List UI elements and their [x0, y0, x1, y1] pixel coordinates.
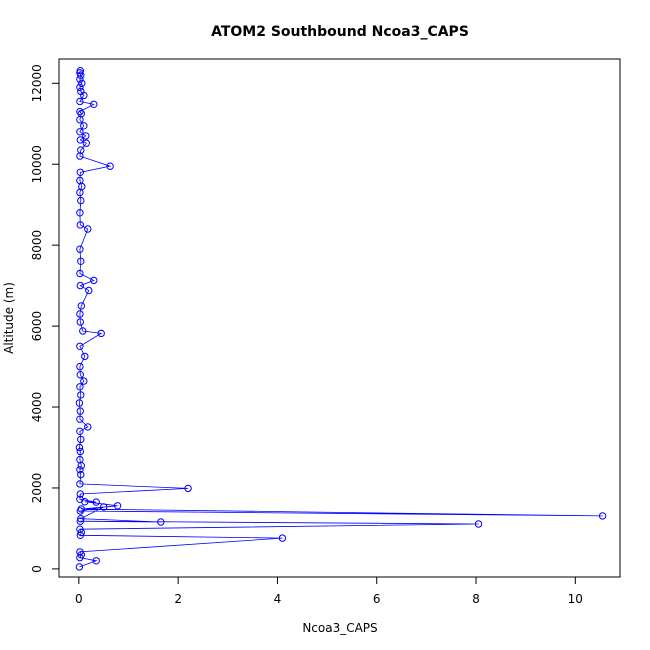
data-point: [106, 162, 114, 170]
y-axis-label: Altitude (m): [2, 282, 16, 354]
data-point: [77, 146, 85, 154]
x-axis-label: Ncoa3_CAPS: [302, 621, 377, 635]
x-tick-label: 6: [373, 592, 381, 606]
data-point: [76, 371, 85, 379]
data-point: [75, 443, 84, 452]
data-point: [79, 327, 87, 335]
data-point: [76, 136, 85, 144]
y-tick-label: 4000: [30, 392, 44, 423]
data-point: [76, 310, 84, 318]
data-point: [97, 329, 105, 338]
data-point: [76, 407, 85, 415]
data-point: [76, 466, 84, 474]
x-tick-label: 4: [274, 592, 282, 606]
data-point: [76, 455, 84, 464]
data-point: [76, 128, 84, 136]
data-point: [76, 548, 84, 556]
data-point: [76, 83, 84, 92]
data-point: [113, 502, 122, 510]
x-tick-label: 2: [174, 592, 182, 606]
y-tick-label: 6000: [30, 311, 44, 342]
data-point: [76, 490, 85, 498]
data-point: [76, 209, 84, 217]
data-point: [76, 269, 84, 278]
data-point: [77, 528, 86, 537]
data-point: [76, 447, 85, 456]
data-point: [77, 109, 86, 118]
data-point: [76, 221, 85, 229]
x-tick-label: 0: [75, 592, 83, 606]
y-tick-label: 10000: [30, 145, 44, 183]
y-axis: 0 2000 4000 6000 8000 10000 12000: [30, 64, 60, 573]
data-point: [77, 470, 85, 479]
data-point: [77, 87, 85, 96]
series-line: [78, 70, 603, 568]
data-point: [77, 196, 85, 205]
x-tick-label: 10: [568, 592, 583, 606]
series-layer: [75, 67, 607, 571]
y-tick-label: 2000: [30, 473, 44, 504]
data-point: [76, 525, 84, 533]
data-point: [76, 97, 84, 106]
data-point: [75, 399, 84, 407]
y-tick-label: 12000: [30, 64, 44, 102]
data-point: [76, 480, 84, 488]
data-point: [76, 107, 84, 116]
data-point: [76, 245, 84, 253]
data-point: [76, 67, 85, 75]
data-point: [77, 391, 85, 399]
data-point: [76, 362, 84, 371]
data-point: [80, 377, 88, 385]
data-point: [81, 352, 89, 361]
data-point: [85, 286, 93, 295]
data-point: [76, 318, 85, 326]
data-point: [90, 276, 98, 285]
data-point: [100, 503, 108, 511]
chart-title: ATOM2 Southbound Ncoa3_CAPS: [211, 24, 469, 40]
data-point: [157, 518, 165, 526]
data-point: [76, 383, 84, 391]
data-point: [77, 505, 86, 513]
data-point: [598, 512, 607, 520]
data-point: [82, 139, 91, 147]
data-point: [80, 122, 88, 130]
data-point: [75, 563, 84, 571]
data-point: [84, 423, 92, 431]
data-point: [76, 427, 84, 435]
x-axis: 0 2 4 6 8 10: [75, 576, 583, 606]
data-point: [76, 342, 84, 350]
data-point: [76, 176, 84, 185]
data-point: [82, 132, 90, 140]
x-tick-label: 8: [472, 592, 480, 606]
data-point: [76, 415, 84, 423]
data-point: [92, 498, 100, 506]
data-point: [76, 495, 84, 503]
y-tick-label: 0: [30, 565, 44, 573]
data-point: [278, 534, 287, 542]
data-point: [92, 557, 100, 565]
data-point: [77, 257, 85, 265]
data-point: [78, 79, 86, 88]
data-point: [77, 515, 85, 523]
data-point: [90, 100, 98, 109]
data-point: [76, 168, 85, 177]
data-point: [77, 302, 86, 310]
data-point: [474, 520, 483, 528]
data-point: [76, 281, 85, 290]
data-point: [184, 484, 192, 493]
y-tick-label: 8000: [30, 230, 44, 261]
data-point: [77, 435, 85, 444]
data-point: [84, 225, 92, 233]
